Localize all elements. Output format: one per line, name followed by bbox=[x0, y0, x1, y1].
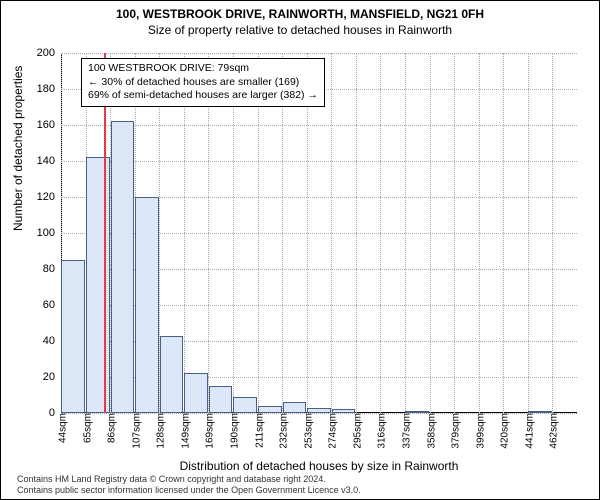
annotation-line: 100 WESTBROOK DRIVE: 79sqm bbox=[88, 62, 318, 76]
gridline-vertical bbox=[208, 53, 209, 413]
gridline-vertical bbox=[479, 53, 480, 413]
footnote: Contains HM Land Registry data © Crown c… bbox=[17, 474, 361, 496]
histogram-bar bbox=[405, 411, 429, 413]
y-tick-label: 60 bbox=[43, 299, 61, 311]
histogram-bar bbox=[184, 373, 208, 413]
gridline-vertical bbox=[454, 53, 455, 413]
gridline-vertical bbox=[405, 53, 406, 413]
y-tick-label: 40 bbox=[43, 335, 61, 347]
gridline-vertical bbox=[528, 53, 529, 413]
gridline-vertical bbox=[331, 53, 332, 413]
y-tick-label: 160 bbox=[37, 119, 61, 131]
histogram-bar bbox=[528, 411, 552, 413]
histogram-bar bbox=[307, 408, 331, 413]
gridline-horizontal bbox=[61, 125, 577, 126]
x-tick-label: 128sqm bbox=[152, 413, 167, 449]
gridline-horizontal bbox=[61, 53, 577, 54]
x-tick-label: 316sqm bbox=[373, 413, 388, 449]
y-tick-label: 140 bbox=[37, 155, 61, 167]
gridline-vertical bbox=[307, 53, 308, 413]
gridline-vertical bbox=[430, 53, 431, 413]
histogram-bar bbox=[258, 406, 282, 413]
gridline-vertical bbox=[184, 53, 185, 413]
annotation-line: 69% of semi-detached houses are larger (… bbox=[88, 89, 318, 103]
chart-title-sub: Size of property relative to detached ho… bbox=[1, 23, 599, 37]
x-tick-label: 420sqm bbox=[496, 413, 511, 449]
histogram-bar bbox=[233, 397, 257, 413]
x-tick-label: 107sqm bbox=[127, 413, 142, 449]
gridline-vertical bbox=[356, 53, 357, 413]
histogram-bar bbox=[209, 386, 233, 413]
x-tick-label: 441sqm bbox=[520, 413, 535, 449]
histogram-bar bbox=[160, 336, 184, 413]
histogram-bar bbox=[111, 121, 135, 413]
x-tick-label: 211sqm bbox=[250, 413, 265, 448]
x-tick-label: 169sqm bbox=[201, 413, 216, 449]
y-axis-label: Number of detached properties bbox=[11, 66, 25, 231]
x-tick-label: 274sqm bbox=[324, 413, 339, 449]
plot-area: 02040608010012014016018020044sqm65sqm86s… bbox=[61, 53, 577, 413]
x-tick-label: 149sqm bbox=[176, 413, 191, 449]
x-tick-label: 337sqm bbox=[398, 413, 413, 449]
y-tick-label: 200 bbox=[37, 47, 61, 59]
x-tick-label: 253sqm bbox=[299, 413, 314, 449]
marker-line bbox=[104, 53, 106, 413]
chart-container: 100, WESTBROOK DRIVE, RAINWORTH, MANSFIE… bbox=[0, 0, 600, 500]
x-tick-label: 399sqm bbox=[471, 413, 486, 449]
x-tick-label: 295sqm bbox=[348, 413, 363, 449]
y-tick-label: 20 bbox=[43, 371, 61, 383]
annotation-box: 100 WESTBROOK DRIVE: 79sqm← 30% of detac… bbox=[81, 58, 325, 107]
chart-title-main: 100, WESTBROOK DRIVE, RAINWORTH, MANSFIE… bbox=[1, 7, 599, 21]
histogram-bar bbox=[86, 157, 110, 413]
gridline-vertical bbox=[282, 53, 283, 413]
x-tick-label: 190sqm bbox=[226, 413, 241, 449]
gridline-vertical bbox=[380, 53, 381, 413]
x-tick-label: 358sqm bbox=[422, 413, 437, 449]
gridline-vertical bbox=[503, 53, 504, 413]
footnote-line-1: Contains HM Land Registry data © Crown c… bbox=[17, 474, 361, 485]
gridline-horizontal bbox=[61, 161, 577, 162]
y-tick-label: 120 bbox=[37, 191, 61, 203]
x-tick-label: 44sqm bbox=[54, 413, 69, 443]
histogram-bar bbox=[332, 409, 356, 413]
x-tick-label: 65sqm bbox=[78, 413, 93, 443]
x-tick-label: 86sqm bbox=[103, 413, 118, 443]
annotation-line: ← 30% of detached houses are smaller (16… bbox=[88, 76, 318, 90]
histogram-bar bbox=[61, 260, 85, 413]
x-tick-label: 462sqm bbox=[545, 413, 560, 449]
gridline-vertical bbox=[552, 53, 553, 413]
footnote-line-2: Contains public sector information licen… bbox=[17, 485, 361, 496]
x-tick-label: 232sqm bbox=[275, 413, 290, 449]
x-tick-label: 379sqm bbox=[447, 413, 462, 449]
y-tick-label: 100 bbox=[37, 227, 61, 239]
y-tick-label: 80 bbox=[43, 263, 61, 275]
histogram-bar bbox=[135, 197, 159, 413]
histogram-bar bbox=[283, 402, 307, 413]
x-axis-label: Distribution of detached houses by size … bbox=[61, 459, 577, 473]
gridline-vertical bbox=[233, 53, 234, 413]
gridline-vertical bbox=[258, 53, 259, 413]
y-tick-label: 180 bbox=[37, 83, 61, 95]
